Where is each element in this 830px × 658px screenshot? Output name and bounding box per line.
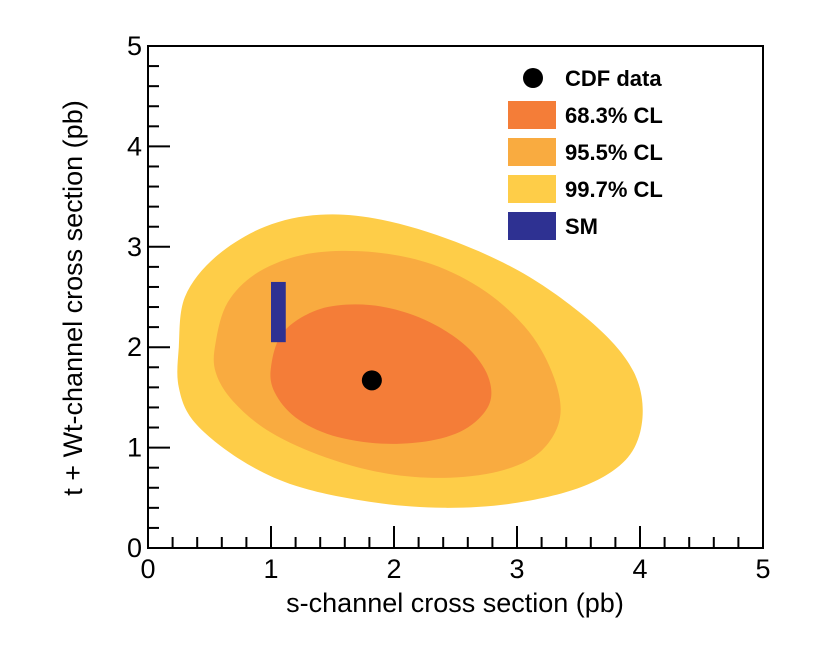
chart-marks: [271, 281, 382, 391]
y-tick-label: 1: [127, 433, 142, 463]
x-tick-label: 2: [386, 554, 401, 584]
axis-ticks: [147, 45, 764, 549]
x-tick-label: 3: [509, 554, 524, 584]
x-tick-label: 5: [755, 554, 770, 584]
x-tick-label: 4: [632, 554, 647, 584]
legend-swatch-95-5-cl: [508, 138, 556, 166]
legend-swatch-99-7-cl: [508, 175, 556, 203]
legend-label-cdf-data: CDF data: [565, 66, 662, 91]
legend-label-sm: SM: [565, 214, 598, 239]
legend-swatch-sm: [508, 212, 556, 240]
legend-label-99-7-cl: 99.7% CL: [565, 177, 663, 202]
tick-labels: 0 1 2 3 4 5 0 1 2 3 4 5: [127, 31, 771, 584]
legend-label-68-3-cl: 68.3% CL: [565, 103, 663, 128]
y-tick-label: 4: [127, 131, 142, 161]
y-axis-title: t + Wt-channel cross section (pb): [58, 100, 88, 495]
y-tick-label: 3: [127, 232, 142, 262]
plot-frame: [147, 45, 764, 549]
sm-band: [271, 281, 286, 343]
y-tick-label: 0: [127, 533, 142, 563]
x-tick-label: 1: [263, 554, 278, 584]
cdf-data-point: [361, 370, 382, 391]
x-axis-title: s-channel cross section (pb): [286, 588, 624, 618]
x-tick-label: 0: [140, 554, 155, 584]
legend: CDF data 68.3% CL 95.5% CL 99.7% CL SM: [508, 66, 663, 240]
y-tick-label: 5: [127, 31, 142, 61]
legend-marker-cdf-data: [523, 68, 543, 88]
legend-label-95-5-cl: 95.5% CL: [565, 140, 663, 165]
y-tick-label: 2: [127, 332, 142, 362]
contour-regions: [177, 214, 643, 508]
contour-68-3-cl: [270, 304, 492, 444]
legend-swatch-68-3-cl: [508, 101, 556, 129]
